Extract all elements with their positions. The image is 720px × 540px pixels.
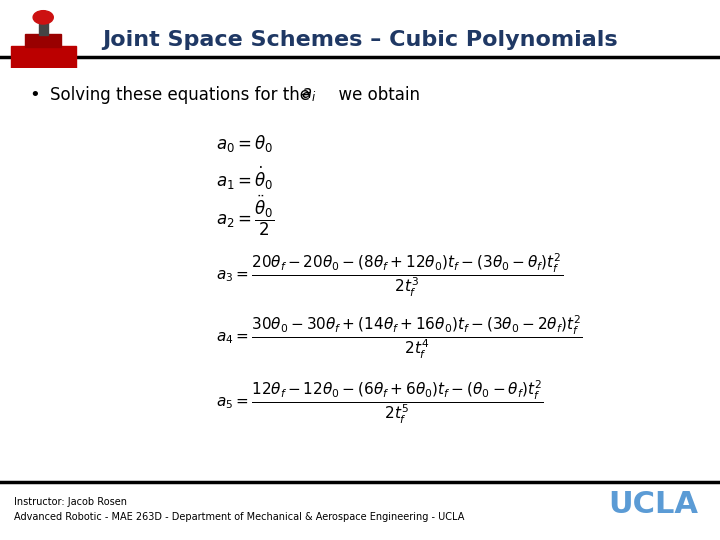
Bar	[39, 22, 48, 35]
Text: •: •	[29, 86, 40, 104]
Bar	[25, 34, 61, 48]
Bar	[11, 46, 76, 68]
Text: $a_2 = \dfrac{\ddot{\theta}_0}{2}$: $a_2 = \dfrac{\ddot{\theta}_0}{2}$	[216, 194, 275, 238]
Text: $a_4 = \dfrac{30\theta_0 - 30\theta_f + (14\theta_f + 16\theta_0)t_f - (3\theta_: $a_4 = \dfrac{30\theta_0 - 30\theta_f + …	[216, 314, 582, 361]
Circle shape	[33, 11, 53, 24]
Text: Solving these equations for the: Solving these equations for the	[50, 86, 310, 104]
Text: $a_i$: $a_i$	[301, 85, 316, 103]
Text: Joint Space Schemes – Cubic Polynomials: Joint Space Schemes – Cubic Polynomials	[102, 30, 618, 50]
Text: $a_0 = \theta_0$: $a_0 = \theta_0$	[216, 133, 274, 153]
Text: UCLA: UCLA	[608, 490, 698, 519]
Text: Instructor: Jacob Rosen: Instructor: Jacob Rosen	[14, 497, 127, 507]
Text: we obtain: we obtain	[328, 86, 420, 104]
Text: $a_3 = \dfrac{20\theta_f - 20\theta_0 - (8\theta_f + 12\theta_0)t_f - (3\theta_0: $a_3 = \dfrac{20\theta_f - 20\theta_0 - …	[216, 252, 563, 299]
Text: $a_1 = \dot{\theta}_0$: $a_1 = \dot{\theta}_0$	[216, 165, 274, 192]
Text: $a_5 = \dfrac{12\theta_f - 12\theta_0 - (6\theta_f + 6\theta_0)t_f - (\theta_0 -: $a_5 = \dfrac{12\theta_f - 12\theta_0 - …	[216, 379, 544, 426]
Text: Advanced Robotic - MAE 263D - Department of Mechanical & Aerospace Engineering -: Advanced Robotic - MAE 263D - Department…	[14, 512, 465, 522]
